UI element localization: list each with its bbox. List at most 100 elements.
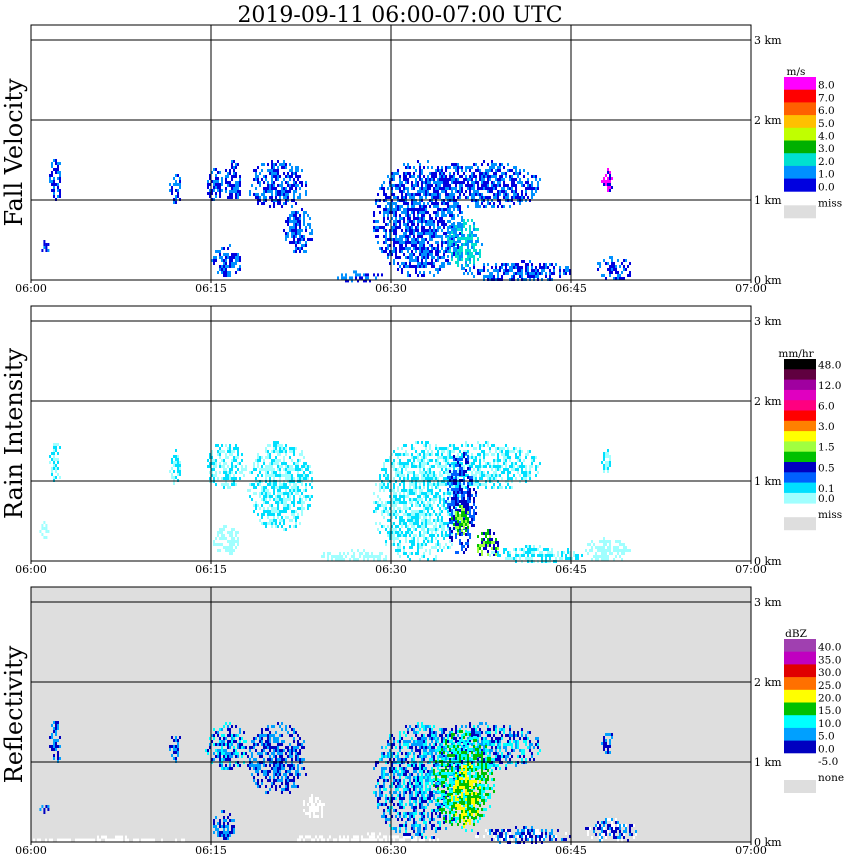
echo-cell bbox=[399, 175, 401, 178]
echo-cell bbox=[291, 486, 293, 489]
echo-cell bbox=[175, 461, 177, 464]
echo-cell bbox=[459, 458, 461, 461]
echo-cell bbox=[267, 501, 269, 504]
echo-cell bbox=[291, 450, 293, 453]
time-tick-label: 07:00 bbox=[735, 282, 767, 295]
echo-cell bbox=[299, 250, 301, 253]
echo-cell bbox=[221, 271, 223, 274]
echo-cell bbox=[407, 256, 409, 259]
echo-cell bbox=[389, 841, 391, 845]
echo-cell bbox=[419, 492, 421, 495]
echo-cell bbox=[343, 276, 345, 280]
echo-cell bbox=[517, 181, 519, 184]
colorbar-swatch bbox=[784, 462, 816, 473]
echo-cell bbox=[515, 447, 517, 450]
echo-cell bbox=[447, 181, 449, 184]
echo-cell bbox=[51, 189, 53, 192]
echo-cell bbox=[439, 208, 441, 211]
echo-cell bbox=[65, 838, 67, 842]
colorbar-swatch bbox=[784, 140, 816, 154]
echo-cell bbox=[405, 262, 407, 265]
echo-cell bbox=[423, 274, 425, 277]
echo-cell bbox=[449, 536, 451, 539]
echo-cell bbox=[535, 269, 537, 272]
echo-cell bbox=[427, 513, 429, 516]
echo-cell bbox=[403, 504, 405, 507]
echo-cell bbox=[437, 516, 439, 519]
echo-cell bbox=[87, 838, 89, 842]
echo-cell bbox=[445, 462, 447, 465]
echo-cell bbox=[445, 483, 447, 486]
echo-cell bbox=[443, 262, 445, 265]
echo-cell bbox=[407, 471, 409, 474]
echo-cell bbox=[561, 557, 563, 560]
echo-cell bbox=[515, 557, 517, 560]
echo-cell bbox=[487, 453, 489, 456]
echo-cell bbox=[177, 195, 179, 198]
echo-cell bbox=[447, 231, 449, 234]
echo-cell bbox=[261, 504, 263, 507]
echo-cell bbox=[393, 196, 395, 199]
echo-cell bbox=[57, 838, 59, 842]
echo-cell bbox=[527, 548, 529, 551]
echo-cell bbox=[241, 468, 243, 471]
echo-cell bbox=[421, 241, 423, 244]
echo-cell bbox=[285, 516, 287, 519]
colorbar-swatch bbox=[784, 472, 816, 483]
echo-cell bbox=[101, 835, 103, 839]
echo-cell bbox=[429, 501, 431, 504]
echo-cell bbox=[57, 458, 59, 461]
echo-cell bbox=[271, 471, 273, 474]
echo-cell bbox=[461, 462, 463, 465]
echo-cell bbox=[547, 551, 549, 554]
echo-cell bbox=[439, 169, 441, 172]
echo-cell bbox=[483, 266, 485, 269]
echo-cell bbox=[401, 181, 403, 184]
echo-cell bbox=[389, 519, 391, 522]
panels: 06:00 06:15 06:30 06:45 07:000 km1 km2 km3 k… bbox=[0, 24, 844, 857]
echo-cell bbox=[545, 548, 547, 551]
echo-cell bbox=[503, 447, 505, 450]
echo-cell bbox=[277, 468, 279, 471]
echo-cell bbox=[443, 450, 445, 453]
echo-cell bbox=[445, 175, 447, 178]
echo-cell bbox=[423, 202, 425, 205]
echo-cell bbox=[471, 453, 473, 456]
echo-cell bbox=[507, 169, 509, 172]
echo-cell bbox=[605, 174, 607, 177]
echo-cell bbox=[233, 456, 235, 459]
echo-cell bbox=[401, 205, 403, 208]
echo-cell bbox=[455, 252, 457, 255]
echo-cell bbox=[429, 172, 431, 175]
echo-cell bbox=[547, 548, 549, 551]
echo-cell bbox=[57, 177, 59, 180]
echo-cell bbox=[515, 166, 517, 169]
echo-cell bbox=[469, 536, 471, 539]
echo-cell bbox=[457, 178, 459, 181]
echo-cell bbox=[621, 549, 623, 552]
echo-cell bbox=[603, 259, 605, 262]
echo-cell bbox=[501, 263, 503, 266]
echo-cell bbox=[409, 489, 411, 492]
echo-cell bbox=[497, 459, 499, 462]
echo-cell bbox=[425, 474, 427, 477]
echo-cell bbox=[465, 444, 467, 447]
echo-cell bbox=[327, 838, 329, 842]
echo-cell bbox=[295, 247, 297, 250]
echo-cell bbox=[227, 274, 229, 277]
echo-cell bbox=[435, 172, 437, 175]
echo-cell bbox=[389, 838, 391, 842]
echo-cell bbox=[297, 220, 299, 223]
echo-cell bbox=[517, 465, 519, 468]
echo-cell bbox=[443, 190, 445, 193]
echo-cell bbox=[393, 232, 395, 235]
echo-cell bbox=[611, 186, 613, 189]
echo-cell bbox=[415, 474, 417, 477]
echo-cell bbox=[139, 841, 141, 845]
echo-cell bbox=[231, 549, 233, 552]
echo-cell bbox=[425, 190, 427, 193]
echo-cell bbox=[217, 531, 219, 534]
echo-cell bbox=[283, 486, 285, 489]
echo-cell bbox=[233, 447, 235, 450]
echo-cell bbox=[469, 483, 471, 486]
